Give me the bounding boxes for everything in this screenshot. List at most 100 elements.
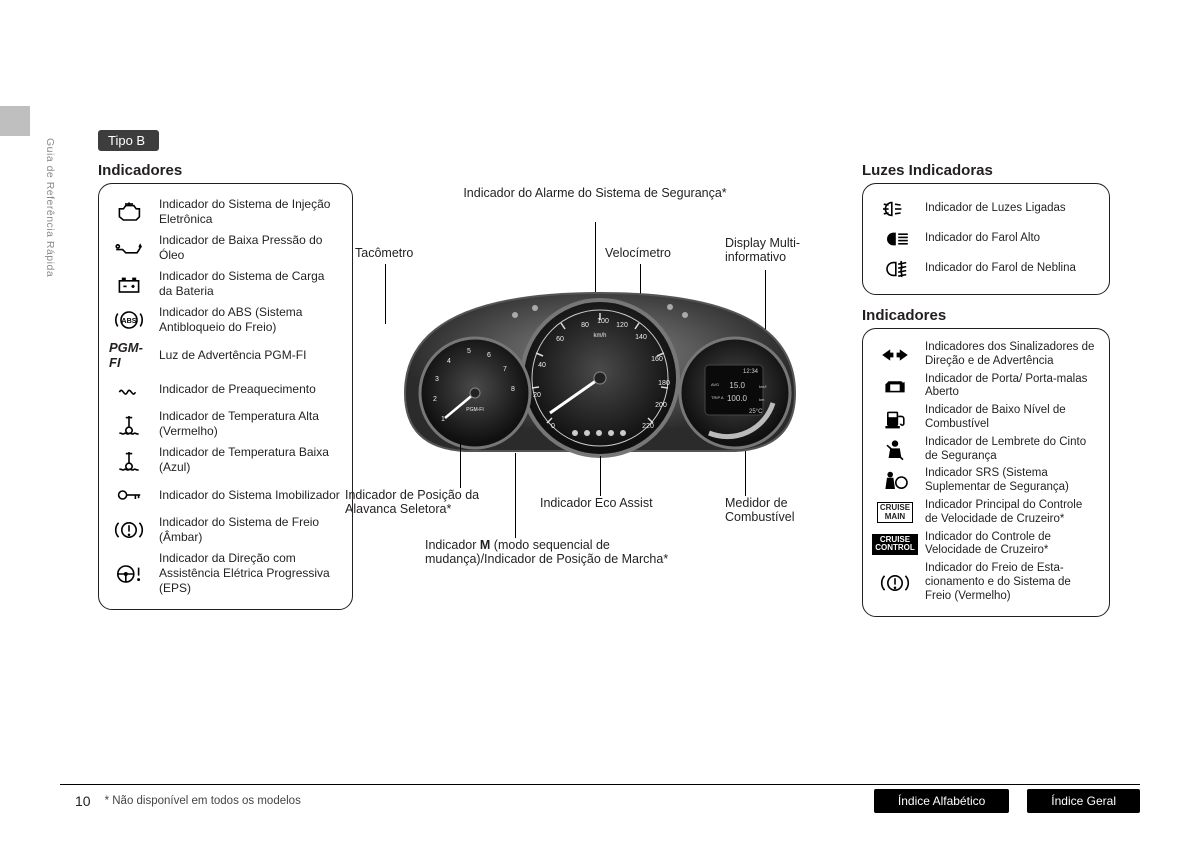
brake-amb-icon — [109, 516, 149, 544]
indicator-label: Indicador de Baixa Pressão do Óleo — [159, 233, 340, 263]
indicator-label: Indicador de Temperatura Baixa (Azul) — [159, 445, 340, 475]
indicator-row: Indicador do Sistema de Injeção Eletrôni… — [107, 194, 342, 230]
indicator-row: Indicadores dos Sinalizadores de Direção… — [871, 339, 1099, 371]
svg-text:160: 160 — [651, 356, 663, 363]
engine-icon — [109, 198, 149, 226]
indicator-row: CRUISEMAINIndicador Principal do Control… — [871, 497, 1099, 529]
indicator-label: Indicador do Sistema de Injeção Eletrôni… — [159, 197, 340, 227]
brake-red-icon — [873, 570, 917, 596]
callout-shift-lever: Indicador de Posição da Alavanca Seletor… — [345, 488, 525, 516]
high-beam-icon — [873, 226, 917, 252]
svg-text:25°C: 25°C — [749, 409, 763, 415]
callout-eco: Indicador Eco Assist — [540, 496, 653, 510]
svg-text:PGM-FI: PGM-FI — [466, 407, 484, 413]
indicator-label: Indicador do Sistema de Freio (Âmbar) — [159, 515, 340, 545]
lights-panel: Indicador de Luzes LigadasIndicador do F… — [862, 183, 1110, 295]
svg-text:200: 200 — [655, 402, 667, 409]
preheat-icon — [109, 375, 149, 403]
indicator-label: Indicador de Lembrete do Cinto de Segura… — [925, 436, 1097, 464]
svg-text:AVG: AVG — [711, 382, 719, 387]
svg-text:8: 8 — [511, 386, 515, 393]
svg-text:TRIP A: TRIP A — [711, 395, 724, 400]
svg-text:60: 60 — [556, 336, 564, 343]
callout-display: Display Multi-informativo — [725, 236, 855, 264]
pgmfi-icon: PGM-FI — [109, 341, 149, 369]
key-icon — [109, 481, 149, 509]
footnote: * Não disponível em todos os modelos — [105, 795, 301, 807]
indicator-label: Indicador Principal do Controle de Veloc… — [925, 499, 1097, 527]
indicator-row: Indicador do Freio de Esta­cionamento e … — [871, 560, 1099, 605]
svg-text:km: km — [759, 397, 765, 402]
svg-text:40: 40 — [538, 362, 546, 369]
svg-text:80: 80 — [581, 322, 589, 329]
svg-text:6: 6 — [487, 352, 491, 359]
svg-text:km/h: km/h — [593, 333, 606, 339]
turn-icon — [873, 342, 917, 368]
callout-speed: Velocímetro — [605, 246, 671, 260]
index-geral-button[interactable]: Índice Geral — [1027, 789, 1140, 813]
indicator-row: Indicador SRS (Sistema Suplementar de Se… — [871, 465, 1099, 497]
right-column: Luzes Indicadoras Indicador de Luzes Lig… — [862, 162, 1110, 629]
svg-text:100.0: 100.0 — [727, 394, 748, 403]
svg-text:0: 0 — [551, 423, 555, 430]
svg-text:20: 20 — [533, 392, 541, 399]
indicator-label: Indicador do Freio de Esta­cionamento e … — [925, 562, 1097, 603]
svg-text:3: 3 — [435, 376, 439, 383]
svg-text:1: 1 — [441, 416, 445, 423]
indicator-row: Indicador de Baixo Nível de Combustível — [871, 402, 1099, 434]
svg-text:km/l: km/l — [759, 384, 766, 389]
indicator-label: Indicador do Farol de Neblina — [925, 262, 1076, 276]
indicator-row: Indicador de Luzes Ligadas — [871, 194, 1099, 224]
indicator-label: Indicador do Controle de Velocidade de C… — [925, 531, 1097, 559]
page-number: 10 — [75, 793, 91, 809]
indicator-label: Indicador do ABS (Sistema Antibloqueio d… — [159, 305, 340, 335]
lights-on-icon — [873, 196, 917, 222]
fog-icon — [873, 256, 917, 282]
door-icon — [873, 373, 917, 399]
svg-text:120: 120 — [616, 322, 628, 329]
indicator-row: Indicador de Preaquecimento — [107, 372, 342, 406]
svg-text:180: 180 — [658, 380, 670, 387]
indicator-row: Indicador da Direção com Assistência Elé… — [107, 548, 342, 599]
indicator-row: Indicador do Sistema de Carga da Bateria — [107, 266, 342, 302]
indicator-row: Indicador do Farol Alto — [871, 224, 1099, 254]
indicator-row: Indicador de Lembrete do Cinto de Segura… — [871, 434, 1099, 466]
indicator-row: CRUISECONTROL Indicador do Controle de Ve… — [871, 529, 1099, 561]
indicator-row: Indicador de Baixa Pressão do Óleo — [107, 230, 342, 266]
indicator-label: Indicadores dos Sinalizadores de Direção… — [925, 341, 1097, 369]
right-title-indicators: Indicadores — [862, 307, 1110, 324]
svg-text:100: 100 — [597, 318, 609, 325]
svg-text:2: 2 — [433, 396, 437, 403]
cruise-control-icon: CRUISECONTROL — [873, 531, 917, 557]
footer-rule — [60, 784, 1140, 785]
margin-marker — [0, 106, 30, 136]
svg-text:220: 220 — [642, 423, 654, 430]
indicator-row: Indicador de Temperatura Baixa (Azul) — [107, 442, 342, 478]
fuel-icon — [873, 405, 917, 431]
left-title: Indicadores — [98, 162, 353, 179]
side-tab-label: Guia de Referência Rápida — [38, 138, 56, 277]
instrument-cluster: 020 4060 80100 120140 160180 200220 km/h… — [375, 273, 825, 463]
svg-text:ABS: ABS — [121, 316, 136, 325]
indicator-row: Indicador de Temperatura Alta (Vermelho) — [107, 406, 342, 442]
svg-text:15.0: 15.0 — [729, 381, 745, 390]
temp-hi-icon — [109, 410, 149, 438]
left-indicators-column: Indicadores Indicador do Sistema de Inje… — [98, 162, 353, 610]
svg-text:7: 7 — [503, 366, 507, 373]
svg-text:4: 4 — [447, 358, 451, 365]
indicator-label: Indicador de Porta/ Porta-malas Aberto — [925, 373, 1097, 401]
indicator-label: Indicador do Sistema de Carga da Bateria — [159, 269, 340, 299]
index-alpha-button[interactable]: Índice Alfabético — [874, 789, 1009, 813]
battery-icon — [109, 270, 149, 298]
svg-text:5: 5 — [467, 348, 471, 355]
indicator-row: Indicador do Farol de Neblina — [871, 254, 1099, 284]
indicator-row: Indicador do Sistema de Freio (Âmbar) — [107, 512, 342, 548]
indicator-label: Indicador de Preaquecimento — [159, 382, 316, 397]
right-title-lights: Luzes Indicadoras — [862, 162, 1110, 179]
abs-icon: ABS — [109, 306, 149, 334]
indicator-label: Indicador de Temperatura Alta (Vermelho) — [159, 409, 340, 439]
oil-icon — [109, 234, 149, 262]
indicator-row: Indicador de Porta/ Porta-malas Aberto — [871, 371, 1099, 403]
indicator-row: Indicador do Sistema Imobilizador — [107, 478, 342, 512]
indicator-label: Luz de Advertência PGM-FI — [159, 348, 306, 363]
